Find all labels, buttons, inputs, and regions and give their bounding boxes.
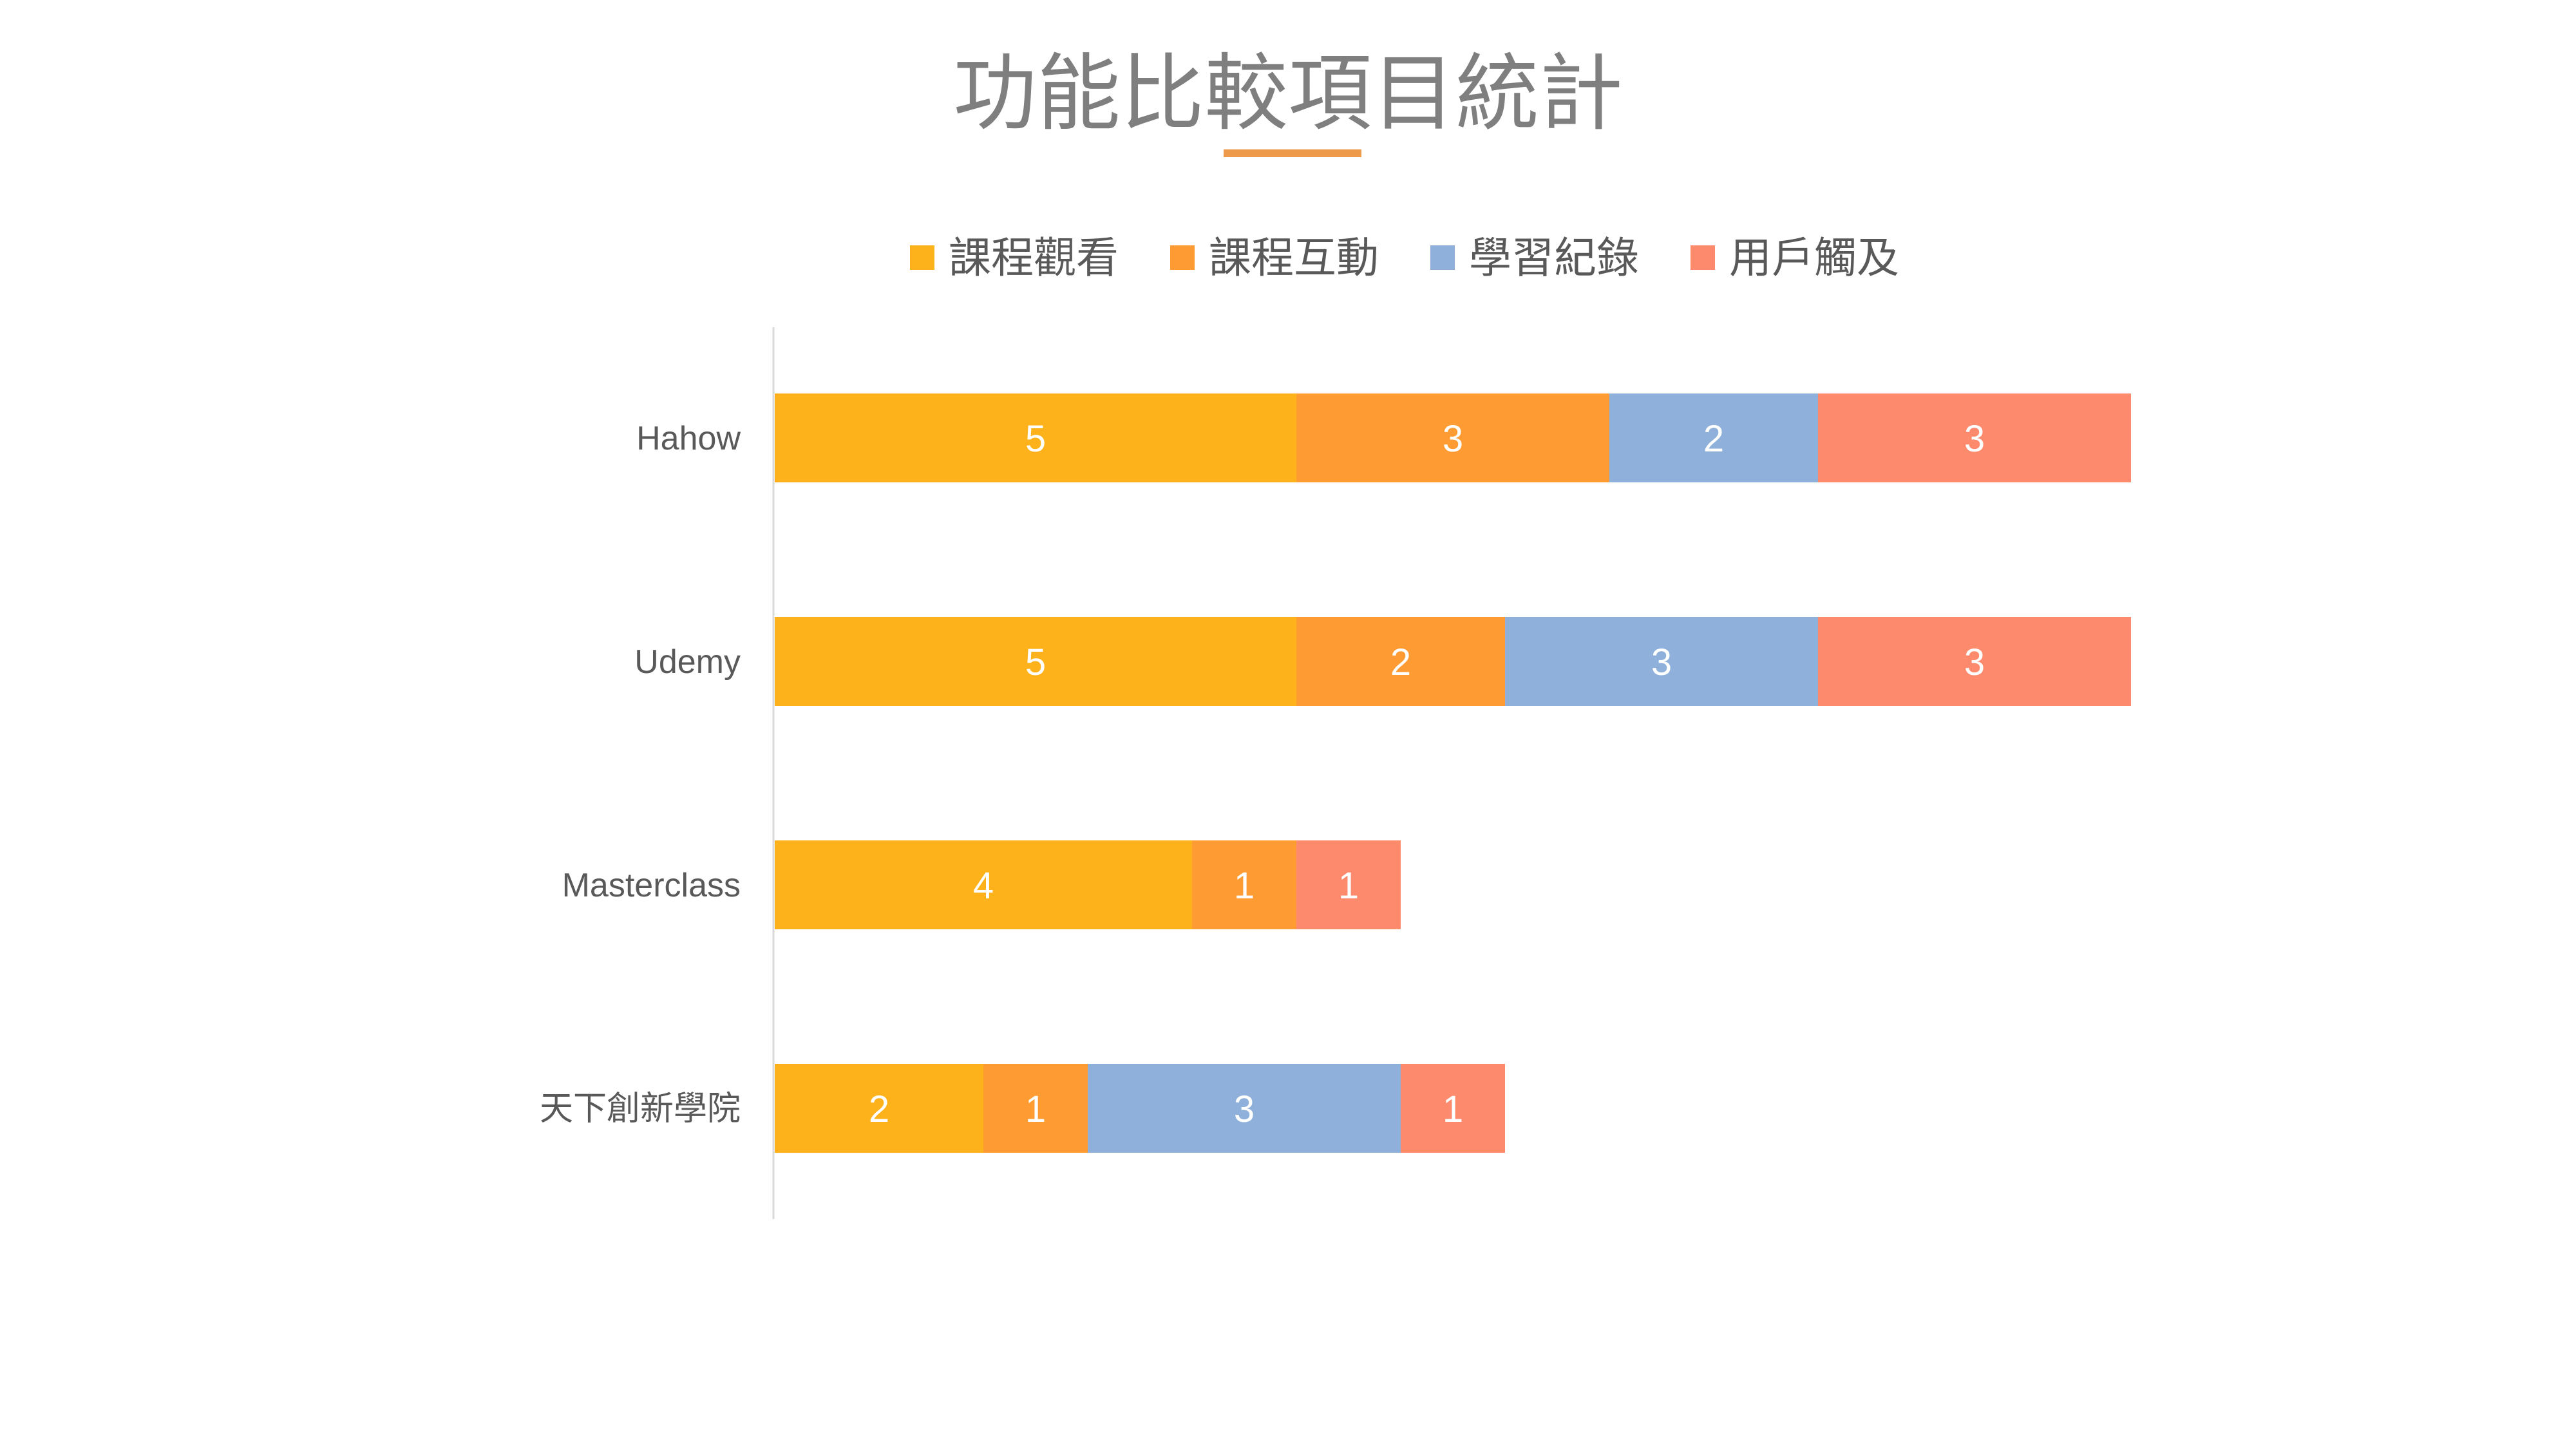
bar-segment (1296, 840, 1401, 929)
bar-segment (983, 1064, 1088, 1153)
bar-segment (1088, 1064, 1401, 1153)
data-label: 5 (1025, 641, 1046, 683)
bar-segment (775, 1064, 983, 1153)
data-label: 3 (1651, 641, 1672, 683)
legend-label-4: 用戶觸及 (1729, 233, 1899, 283)
data-label: 1 (1025, 1088, 1046, 1130)
bar-segment (1818, 393, 2131, 482)
category-label: Masterclass (562, 867, 741, 904)
category-label: 天下創新學院 (540, 1090, 741, 1128)
legend: 課程觀看 課程互動 學習紀錄 用戶觸及 (910, 233, 1899, 283)
data-label: 1 (1443, 1088, 1463, 1130)
legend-label-3: 學習紀錄 (1469, 233, 1639, 283)
data-label: 3 (1443, 418, 1463, 460)
data-label: 3 (1964, 641, 1985, 683)
bar-segment (775, 393, 1296, 482)
bar-segment (775, 840, 1192, 929)
bar-segment (1401, 1064, 1505, 1153)
bar-segment (1296, 617, 1505, 706)
data-label: 4 (973, 865, 994, 907)
bar-segment (1192, 840, 1296, 929)
data-label: 2 (1703, 418, 1724, 460)
title-underline (1224, 149, 1361, 157)
legend-swatch-2 (1170, 245, 1195, 270)
legend-swatch-1 (910, 245, 934, 270)
category-labels: Hahow Udemy Masterclass 天下創新學院 (540, 420, 741, 1128)
data-label: 1 (1338, 865, 1359, 907)
data-label: 3 (1234, 1088, 1255, 1130)
legend-label-1: 課程觀看 (949, 233, 1119, 283)
data-label: 3 (1964, 418, 1985, 460)
bar-segment (1818, 617, 2131, 706)
bars: 5 3 2 3 5 2 3 3 4 1 1 2 1 3 1 (775, 393, 2131, 1153)
bar-segment (775, 617, 1296, 706)
data-label: 5 (1025, 418, 1046, 460)
bar-segment (1505, 617, 1818, 706)
legend-label-2: 課程互動 (1209, 233, 1379, 283)
chart-title: 功能比較項目統計 (952, 44, 1623, 142)
data-label: 2 (869, 1088, 889, 1130)
legend-swatch-3 (1430, 245, 1455, 270)
bar-segment (1609, 393, 1818, 482)
data-label: 1 (1234, 865, 1255, 907)
category-label: Hahow (636, 420, 741, 457)
legend-swatch-4 (1690, 245, 1715, 270)
category-label: Udemy (634, 643, 741, 681)
data-label: 2 (1390, 641, 1411, 683)
bar-segment (1296, 393, 1609, 482)
